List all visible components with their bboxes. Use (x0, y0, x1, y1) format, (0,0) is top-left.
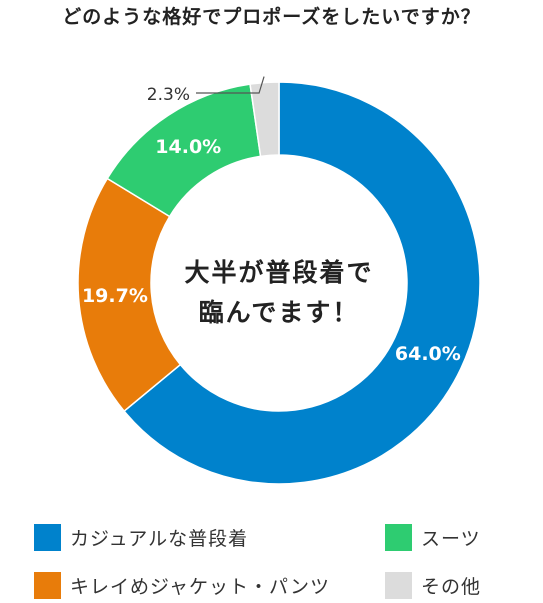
center-text-line: 大半が普段着で (184, 258, 373, 287)
value-label-other: 2.3% (147, 85, 190, 105)
slice-other (249, 81, 280, 158)
value-labels: 64.0% 19.7% 14.0% 2.3% (82, 85, 461, 365)
value-label-suit: 14.0% (155, 136, 221, 158)
center-text-line: 臨んでます！ (199, 298, 360, 327)
chart-title: どのような格好でプロポーズをしたいですか？ (62, 6, 481, 28)
leader-lines (196, 76, 265, 94)
slice-jacket (77, 177, 182, 413)
value-label-jacket: 19.7% (82, 285, 148, 307)
slice-casual (123, 81, 481, 485)
leader-line-other (196, 76, 265, 94)
donut-slices (77, 81, 481, 485)
value-label-casual: 64.0% (395, 343, 461, 365)
